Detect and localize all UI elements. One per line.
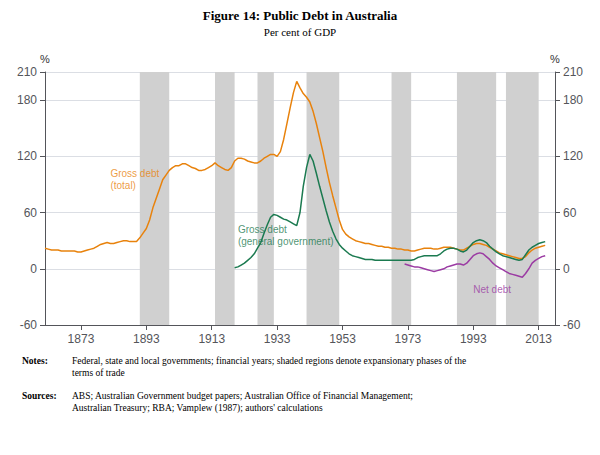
svg-text:%: % [40, 53, 50, 65]
svg-text:Per cent of GDP: Per cent of GDP [264, 26, 336, 38]
svg-text:1973: 1973 [395, 332, 422, 346]
svg-text:120: 120 [17, 149, 37, 163]
svg-text:terms of trade: terms of trade [72, 368, 125, 378]
svg-text:Figure 14: Public Debt in Aust: Figure 14: Public Debt in Australia [203, 8, 398, 23]
svg-text:Net debt: Net debt [473, 284, 511, 295]
svg-text:1933: 1933 [264, 332, 291, 346]
svg-text:(general government): (general government) [238, 236, 334, 247]
svg-text:2013: 2013 [525, 332, 552, 346]
svg-text:(total): (total) [110, 180, 136, 191]
svg-text:1913: 1913 [198, 332, 225, 346]
svg-text:%: % [550, 53, 560, 65]
svg-text:1873: 1873 [68, 332, 95, 346]
svg-text:-60: -60 [563, 318, 581, 332]
svg-text:1893: 1893 [133, 332, 160, 346]
svg-text:60: 60 [24, 206, 38, 220]
svg-text:Notes:: Notes: [22, 356, 48, 366]
svg-text:Australian Treasury; RBA; Vamp: Australian Treasury; RBA; Vamplew (1987)… [72, 403, 323, 414]
svg-text:60: 60 [563, 206, 577, 220]
svg-text:0: 0 [30, 262, 37, 276]
svg-text:120: 120 [563, 149, 583, 163]
svg-text:Sources:: Sources: [22, 391, 57, 401]
svg-text:Gross debt: Gross debt [238, 224, 287, 235]
svg-text:1993: 1993 [460, 332, 487, 346]
svg-text:Federal, state and local gover: Federal, state and local governments; fi… [72, 356, 466, 366]
svg-text:180: 180 [563, 93, 583, 107]
svg-text:1953: 1953 [329, 332, 356, 346]
svg-text:180: 180 [17, 93, 37, 107]
svg-text:210: 210 [563, 65, 583, 79]
svg-text:210: 210 [17, 65, 37, 79]
svg-text:0: 0 [563, 262, 570, 276]
svg-text:-60: -60 [20, 318, 38, 332]
svg-text:Gross debt: Gross debt [110, 168, 159, 179]
svg-text:ABS; Australian Government bud: ABS; Australian Government budget papers… [72, 391, 413, 401]
